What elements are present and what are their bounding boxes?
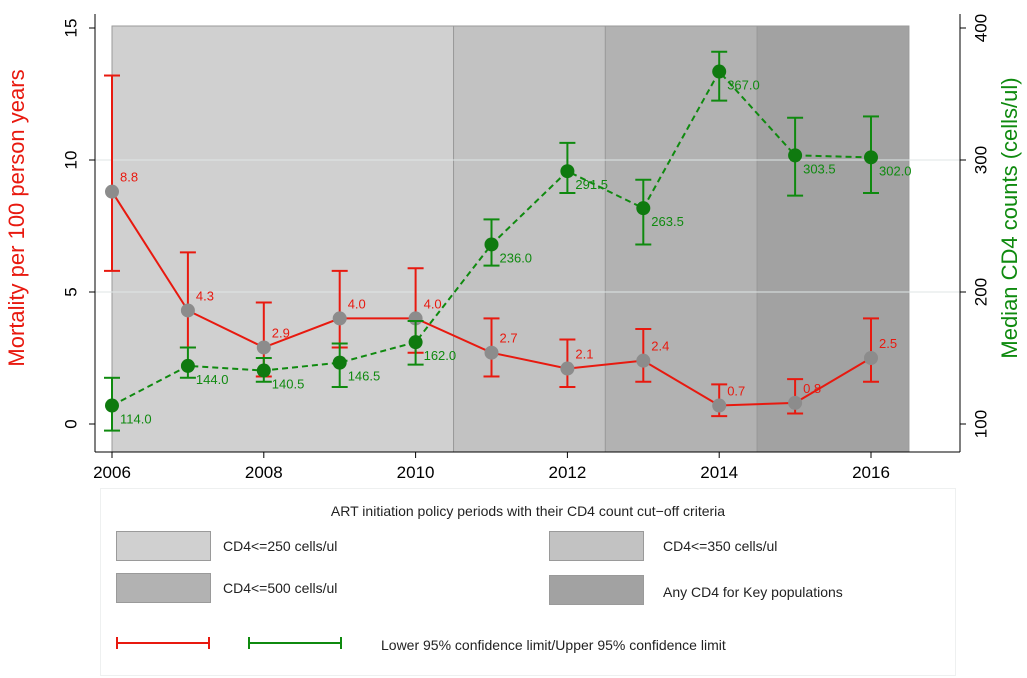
data-label: 2.1 xyxy=(575,347,593,362)
data-point xyxy=(560,361,575,376)
axes: 0 5 10 15 100 200 300 400 2006 2008 2010 2012 2014 20… xyxy=(61,14,990,482)
data-point xyxy=(788,395,803,410)
data-label: 114.0 xyxy=(120,412,152,427)
data-point xyxy=(332,311,347,326)
data-point xyxy=(864,150,878,165)
legend-label-cd4-500: CD4<=500 cells/ul xyxy=(223,580,338,596)
data-label: 236.0 xyxy=(500,250,533,265)
data-point xyxy=(105,398,119,413)
legend-swatch-any-cd4 xyxy=(549,575,644,605)
legend-swatch-cd4-500 xyxy=(116,573,211,603)
legend-box: ART initiation policy periods with their… xyxy=(100,488,956,676)
legend-label-cd4-350: CD4<=350 cells/ul xyxy=(663,538,778,554)
data-point xyxy=(636,201,651,216)
data-point xyxy=(408,335,423,350)
data-label: 146.5 xyxy=(348,369,381,384)
right-axis-tick-label: 400 xyxy=(971,14,990,42)
left-axis-title: Mortality per 100 person years xyxy=(4,69,29,366)
x-axis-tick-label: 2008 xyxy=(245,463,283,482)
policy-period-bands xyxy=(111,25,910,453)
data-label: 302.0 xyxy=(879,163,912,178)
gridlines xyxy=(95,159,960,293)
left-axis-tick-label: 0 xyxy=(61,419,80,428)
data-label: 2.5 xyxy=(879,336,897,351)
data-label: 162.0 xyxy=(424,348,457,363)
x-axis-tick-label: 2006 xyxy=(93,463,131,482)
mortality-series: 8.8 4.3 2.9 4.0 4.0 2.7 2.1 2.4 0.7 0.8 2.5 xyxy=(104,74,897,418)
left-axis-tick-label: 5 xyxy=(61,287,80,296)
chart-svg: 0 5 10 15 100 200 300 400 2006 2008 2010 2012 2014 20… xyxy=(4,14,1022,482)
legend-label-cd4-250: CD4<=250 cells/ul xyxy=(223,538,338,554)
x-axis-tick-label: 2016 xyxy=(852,463,890,482)
policy-period-band xyxy=(756,25,910,453)
policy-period-band xyxy=(453,25,606,453)
data-label: 8.8 xyxy=(120,170,138,185)
data-point xyxy=(332,355,347,370)
cd4-series: 114.0 144.0 140.5 146.5 162.0 236.0 291.5 263.5… xyxy=(104,50,912,432)
right-axis-tick-label: 300 xyxy=(971,146,990,174)
legend-swatch-cd4-350 xyxy=(549,531,644,561)
data-label: 2.4 xyxy=(651,339,669,354)
policy-period-band xyxy=(111,25,455,453)
data-point xyxy=(712,398,727,413)
x-axis-tick-label: 2014 xyxy=(700,463,738,482)
data-point xyxy=(484,237,499,252)
ci-legend-label: Lower 95% confidence limit/Upper 95% con… xyxy=(381,637,726,653)
data-point xyxy=(636,353,651,368)
data-label: 303.5 xyxy=(803,161,836,176)
x-axis-tick-label: 2012 xyxy=(548,463,586,482)
x-axis-tick-label: 2010 xyxy=(397,463,435,482)
data-point xyxy=(484,345,499,360)
data-point xyxy=(788,148,803,163)
data-point xyxy=(105,184,119,199)
right-axis-title: Median CD4 counts (cells/ul) xyxy=(997,77,1022,358)
data-label: 4.0 xyxy=(348,296,366,311)
data-point xyxy=(256,340,271,355)
data-point xyxy=(180,303,195,318)
right-axis-tick-label: 100 xyxy=(971,410,990,438)
left-axis-tick-label: 10 xyxy=(61,151,80,170)
data-label: 4.0 xyxy=(424,296,442,311)
legend-title: ART initiation policy periods with their… xyxy=(330,503,726,519)
data-label: 2.9 xyxy=(272,325,290,340)
ci-legend-green-icon xyxy=(248,637,342,649)
data-label: 140.5 xyxy=(272,377,305,392)
data-label: 0.8 xyxy=(803,381,821,396)
right-axis-tick-label: 200 xyxy=(971,278,990,306)
data-label: 2.7 xyxy=(500,331,518,346)
data-point xyxy=(560,164,575,179)
legend-label-any-cd4: Any CD4 for Key populations xyxy=(663,584,843,600)
policy-period-band xyxy=(604,25,758,453)
data-point xyxy=(256,363,271,378)
data-label: 263.5 xyxy=(651,214,684,229)
left-axis-tick-label: 15 xyxy=(61,19,80,38)
data-label: 0.7 xyxy=(727,384,745,399)
data-label: 367.0 xyxy=(727,78,760,93)
data-point xyxy=(712,64,727,79)
data-point xyxy=(864,351,878,365)
ci-legend-red-icon xyxy=(116,637,210,649)
data-label: 291.5 xyxy=(575,177,608,192)
legend-swatch-cd4-250 xyxy=(116,531,211,561)
data-label: 144.0 xyxy=(196,372,229,387)
data-point xyxy=(180,358,195,373)
data-label: 4.3 xyxy=(196,288,214,303)
